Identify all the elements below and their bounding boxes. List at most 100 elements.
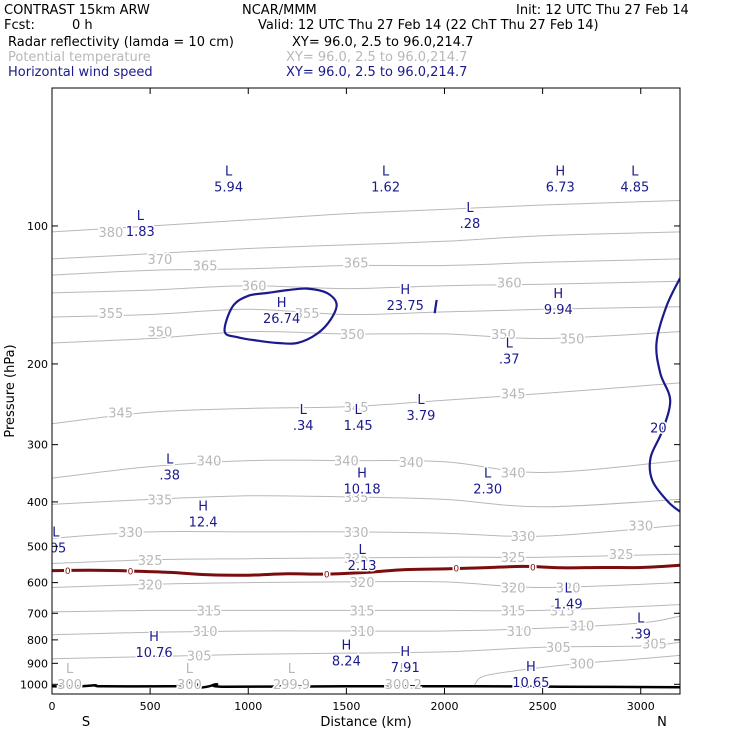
field-xy-wind: XY= 96.0, 2.5 to 96.0,214.7 (286, 65, 467, 80)
wind-extremum-marker: H (149, 630, 159, 645)
theta-contour-330 (52, 524, 680, 539)
wind-extremum-marker: H (400, 283, 410, 298)
forecast-hour: 0 h (72, 18, 93, 33)
y-tick-label: 200 (27, 358, 48, 371)
theta-contour-label: 305 (642, 638, 667, 653)
y-tick-label: 100 (27, 220, 48, 233)
wind-extremum-value: 2.13 (348, 559, 377, 574)
zero-contour-label: 0 (453, 565, 459, 575)
chart-header: CONTRAST 15km ARW NCAR/MMM Init: 12 UTC … (4, 3, 689, 80)
south-end-label: S (82, 715, 90, 730)
zero-contour: 0 0 0 0 0 (52, 562, 680, 582)
wind-extremum-value: 1.62 (371, 181, 400, 196)
theta-extremum-value: 299.9 (273, 678, 310, 693)
theta-contour-label: 315 (501, 604, 526, 619)
y-tick-label: 500 (27, 540, 48, 553)
theta-contour-label: 360 (497, 277, 522, 292)
x-tick-label: 500 (140, 700, 161, 713)
wind-extremum-marker: L (52, 525, 60, 540)
theta-contour-325 (52, 553, 680, 564)
theta-contour-label: 305 (546, 641, 571, 656)
wind-extremum-marker: L (355, 403, 363, 418)
zero-contour-label: 0 (65, 567, 71, 577)
y-tick-label: 700 (27, 607, 48, 620)
theta-contour-label: 345 (501, 387, 526, 402)
theta-contour-label: 305 (187, 649, 212, 664)
wind-extremum-marker: L (484, 467, 492, 482)
theta-contour-label: 335 (148, 493, 173, 508)
x-tick-label: 1500 (332, 700, 360, 713)
wind-extremum-marker: H (357, 467, 367, 482)
theta-contour-label: 340 (197, 455, 222, 470)
wind-extremum-marker: L (382, 165, 390, 180)
theta-extremum-marker: L (400, 662, 408, 677)
theta-contour-label: 340 (399, 456, 424, 471)
zero-contour-label: 0 (128, 567, 134, 577)
theta-contour-355 (52, 306, 680, 318)
wind-extremum-value: .39 (630, 627, 651, 642)
wind-contour-20 (433, 299, 438, 314)
wind-extremum-value: 26.74 (263, 312, 300, 327)
theta-contour-label: 310 (569, 620, 594, 635)
axes: 0 500 1000 1500 2000 2500 30001002003004005006… (20, 88, 680, 713)
theta-contour-305 (52, 641, 680, 660)
theta-contour-335 (52, 495, 680, 508)
theta-contour-label: 330 (344, 526, 369, 541)
wind-extremum-value: 9.94 (544, 303, 573, 318)
wind-extremum-value: 10.65 (512, 676, 549, 691)
wind-contours (223, 277, 680, 513)
theta-extremum-marker: L (186, 662, 194, 677)
terrain-line (52, 680, 680, 689)
theta-contour-label: 340 (501, 466, 526, 481)
theta-contour-label: 315 (197, 604, 222, 619)
zero-contour-label: 0 (324, 571, 330, 581)
wind-extremum-marker: H (277, 296, 287, 311)
theta-contour-label: 310 (350, 625, 375, 640)
y-tick-label: 300 (27, 439, 48, 452)
theta-extremum-marker: L (288, 662, 296, 677)
theta-contour-315 (52, 604, 680, 613)
center-label: NCAR/MMM (242, 3, 317, 18)
wind-extremum-value: 6.73 (546, 181, 575, 196)
theta-extremum-marker: L (66, 662, 74, 677)
theta-contour-label: 350 (491, 328, 516, 343)
theta-contour-label: 365 (344, 256, 369, 271)
wind-extremum-marker: L (300, 403, 308, 418)
plot-frame (51, 87, 681, 695)
wind-extremum-value: 10.18 (343, 483, 380, 498)
theta-contours (52, 200, 680, 687)
theta-contour-label: 380 (98, 226, 123, 241)
wind-extremum-value: 4.85 (620, 181, 649, 196)
y-tick-label: 1000 (20, 678, 48, 691)
wind-extremum-marker: L (506, 337, 514, 352)
wind-extremum-marker: H (526, 660, 536, 675)
theta-contour-label: 330 (628, 519, 653, 534)
theta-contour-label: 340 (334, 455, 359, 470)
wind-extremum-marker: H (400, 645, 410, 660)
wind-extremum-value: 3.79 (406, 409, 435, 424)
wind-extremum-marker: H (198, 499, 208, 514)
theta-contour-label: 320 (350, 576, 375, 591)
theta-contour-label: 315 (550, 604, 575, 619)
x-tick-label: 2500 (529, 700, 557, 713)
theta-contour-label: 320 (501, 582, 526, 597)
wind-extremum-value: .37 (499, 353, 520, 368)
wind-extremum-value: 8.24 (332, 654, 361, 669)
theta-contour-360 (52, 280, 680, 294)
wind-contour-20 (223, 287, 338, 345)
theta-contour-label: 355 (295, 307, 320, 322)
theta-extremum-value: 300 (177, 678, 202, 693)
y-tick-label: 600 (27, 577, 48, 590)
theta-contour-label: 325 (344, 552, 369, 567)
wind-extremum-marker: L (466, 201, 474, 216)
wind-extremum-marker: L (358, 543, 366, 558)
theta-contour-label: 325 (138, 554, 163, 569)
wind-extremum-value: .34 (293, 419, 314, 434)
x-tick-label: 1000 (234, 700, 262, 713)
wind-extremum-value: 12.4 (189, 515, 218, 530)
theta-contour-label: 330 (118, 526, 143, 541)
theta-extremum-value: 300 (57, 678, 82, 693)
theta-contour-370 (52, 231, 680, 260)
wind-extremum-value: .05 (46, 541, 67, 556)
